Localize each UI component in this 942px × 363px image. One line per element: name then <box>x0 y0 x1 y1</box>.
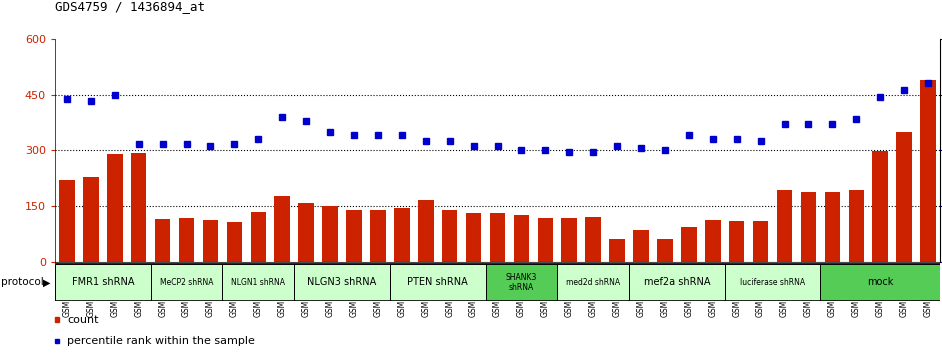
Text: mock: mock <box>867 277 893 287</box>
Bar <box>418 200 433 262</box>
FancyBboxPatch shape <box>485 264 558 301</box>
Bar <box>203 220 219 262</box>
Bar <box>55 39 940 262</box>
FancyBboxPatch shape <box>820 264 940 301</box>
Bar <box>347 209 362 262</box>
FancyBboxPatch shape <box>558 264 629 301</box>
Bar <box>897 132 912 262</box>
Text: GDS4759 / 1436894_at: GDS4759 / 1436894_at <box>55 0 205 13</box>
Bar <box>299 203 314 262</box>
Bar <box>681 227 697 262</box>
Text: percentile rank within the sample: percentile rank within the sample <box>67 336 254 346</box>
Text: mef2a shRNA: mef2a shRNA <box>643 277 710 287</box>
Bar <box>585 217 601 262</box>
Bar <box>705 220 721 262</box>
Bar <box>729 221 744 262</box>
Bar <box>370 209 385 262</box>
FancyBboxPatch shape <box>629 264 724 301</box>
Bar <box>872 151 888 262</box>
Bar <box>83 177 99 262</box>
Bar <box>538 218 553 262</box>
Bar <box>561 218 577 262</box>
Bar <box>920 81 935 262</box>
Bar <box>849 190 864 262</box>
Text: NLGN3 shRNA: NLGN3 shRNA <box>307 277 377 287</box>
Bar <box>154 219 171 262</box>
Bar <box>274 196 290 262</box>
Text: MeCP2 shRNA: MeCP2 shRNA <box>160 278 213 287</box>
Text: PTEN shRNA: PTEN shRNA <box>407 277 468 287</box>
Bar <box>777 190 792 262</box>
Bar <box>609 239 625 262</box>
Bar <box>658 239 673 262</box>
Bar <box>131 153 147 262</box>
FancyBboxPatch shape <box>151 264 222 301</box>
Text: count: count <box>67 314 98 325</box>
FancyBboxPatch shape <box>222 264 294 301</box>
Bar <box>394 208 410 262</box>
Text: protocol: protocol <box>1 277 43 287</box>
Bar <box>513 215 529 262</box>
Bar <box>179 218 194 262</box>
Text: luciferase shRNA: luciferase shRNA <box>740 278 805 287</box>
FancyBboxPatch shape <box>294 264 390 301</box>
Text: med2d shRNA: med2d shRNA <box>566 278 620 287</box>
Bar <box>107 154 122 262</box>
Text: NLGN1 shRNA: NLGN1 shRNA <box>232 278 285 287</box>
Bar <box>442 210 458 262</box>
Text: FMR1 shRNA: FMR1 shRNA <box>72 277 134 287</box>
FancyBboxPatch shape <box>390 264 485 301</box>
Bar <box>59 180 74 262</box>
Bar <box>251 212 266 262</box>
Bar <box>465 213 481 262</box>
Bar <box>633 230 649 262</box>
FancyBboxPatch shape <box>55 264 151 301</box>
Bar <box>824 192 840 262</box>
Bar <box>753 221 769 262</box>
Text: SHANK3
shRNA: SHANK3 shRNA <box>506 273 537 292</box>
Bar <box>490 213 505 262</box>
Bar <box>801 192 816 262</box>
Bar <box>322 206 338 262</box>
Bar <box>227 222 242 262</box>
Text: ▶: ▶ <box>42 277 50 287</box>
FancyBboxPatch shape <box>724 264 820 301</box>
